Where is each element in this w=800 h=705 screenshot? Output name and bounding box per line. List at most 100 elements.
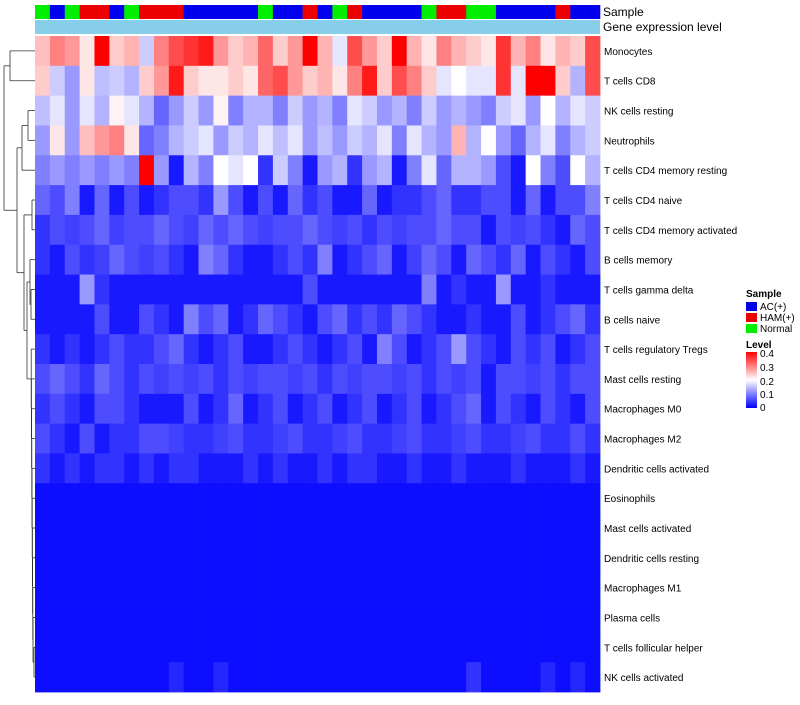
heatmap-cell	[213, 393, 229, 425]
heatmap-cell	[555, 393, 571, 425]
heatmap-cell	[228, 304, 244, 335]
heatmap-cell	[287, 483, 304, 514]
sample-track-cell	[466, 5, 482, 19]
heatmap-cell	[332, 364, 348, 395]
heatmap-cell	[376, 513, 393, 544]
heatmap-cell	[391, 304, 408, 335]
heatmap-cell	[436, 483, 452, 514]
heatmap-cell	[540, 632, 556, 663]
heatmap-cell	[391, 453, 408, 484]
heatmap-cell	[451, 572, 467, 603]
heatmap-cell	[570, 662, 586, 693]
heatmap-cell	[525, 602, 541, 633]
heatmap-cell	[421, 572, 437, 603]
heatmap-cell	[495, 632, 512, 663]
heatmap-cell	[64, 542, 81, 574]
heatmap-cell	[332, 95, 348, 126]
heatmap-cell	[94, 632, 110, 663]
heatmap-cell	[495, 662, 512, 693]
heatmap-cell	[525, 453, 541, 484]
heatmap-cell	[495, 214, 512, 246]
heatmap-cell	[525, 393, 541, 425]
heatmap-cell	[109, 334, 125, 365]
heatmap-cell	[540, 483, 556, 514]
heatmap-cell	[585, 185, 601, 216]
heatmap-cell	[64, 453, 81, 484]
heatmap-cell	[35, 274, 51, 305]
sample-track-cell	[495, 5, 512, 19]
heatmap-cell	[555, 65, 571, 97]
row-label: Mast cells resting	[604, 375, 681, 386]
heatmap-cell	[272, 423, 289, 454]
heatmap-cell	[481, 513, 497, 544]
heatmap-cell	[376, 304, 393, 335]
sample-track-cell	[35, 5, 51, 19]
heatmap-cell	[510, 155, 527, 186]
heatmap-cell	[466, 274, 482, 305]
heatmap-cell	[109, 453, 125, 484]
heatmap-cell	[64, 632, 81, 663]
heatmap-cell	[406, 542, 422, 574]
heatmap-cell	[213, 36, 229, 67]
heatmap-cell	[139, 662, 155, 693]
sample-track-cell	[555, 5, 571, 19]
heatmap-cell	[555, 572, 571, 603]
heatmap-cell	[94, 662, 110, 693]
heatmap-cell	[585, 662, 601, 693]
heatmap-cell	[35, 185, 51, 216]
heatmap-cell	[94, 393, 110, 425]
heatmap-cell	[540, 334, 556, 365]
heatmap-cell	[94, 36, 110, 67]
row-label: Macrophages M0	[604, 405, 682, 416]
heatmap-cell	[391, 513, 408, 544]
heatmap-cell	[109, 36, 125, 67]
heatmap-cell	[35, 483, 51, 514]
heatmap-cell	[198, 334, 214, 365]
heatmap-cell	[124, 572, 140, 603]
heatmap-cell	[243, 244, 259, 275]
heatmap-cell	[124, 632, 140, 663]
row-label: Neutrophils	[604, 136, 655, 147]
heatmap-cell	[570, 602, 586, 633]
heatmap-cell	[287, 632, 304, 663]
heatmap-cell	[109, 185, 125, 216]
heatmap-cell	[376, 483, 393, 514]
heatmap-cell	[406, 155, 422, 186]
heatmap-cell	[228, 65, 244, 97]
heatmap-cell	[109, 542, 125, 574]
heatmap-cell	[64, 572, 81, 603]
heatmap-cell	[35, 364, 51, 395]
heatmap-cell	[258, 364, 274, 395]
heatmap-cell	[243, 483, 259, 514]
heatmap-cell	[258, 95, 274, 126]
heatmap-cell	[570, 542, 586, 574]
heatmap-cell	[332, 244, 348, 275]
heatmap-cell	[362, 244, 378, 275]
heatmap-cell	[347, 244, 363, 275]
heatmap-cell	[94, 65, 110, 97]
sample-track-cell	[168, 5, 184, 19]
heatmap-cell	[258, 662, 274, 693]
heatmap-cells	[35, 36, 601, 693]
heatmap-cell	[585, 393, 601, 425]
sample-track-cell	[332, 5, 348, 19]
heatmap-cell	[436, 214, 452, 246]
heatmap-cell	[302, 304, 318, 335]
heatmap-cell	[436, 662, 452, 693]
heatmap-cell	[64, 483, 81, 514]
heatmap-cell	[332, 602, 348, 633]
heatmap-cell	[406, 364, 422, 395]
legend-label-ac: AC(+)	[760, 302, 786, 313]
heatmap-cell	[317, 274, 333, 305]
heatmap-cell	[35, 423, 51, 454]
row-label: T cells CD4 memory resting	[604, 166, 727, 177]
heatmap-cell	[466, 602, 482, 633]
heatmap-cell	[139, 214, 155, 246]
heatmap-cell	[347, 542, 363, 574]
heatmap-cell	[198, 125, 214, 156]
heatmap-cell	[198, 364, 214, 395]
heatmap-cell	[168, 304, 185, 335]
heatmap-cell	[243, 662, 259, 693]
heatmap-cell	[94, 513, 110, 544]
heatmap-cell	[228, 214, 244, 246]
